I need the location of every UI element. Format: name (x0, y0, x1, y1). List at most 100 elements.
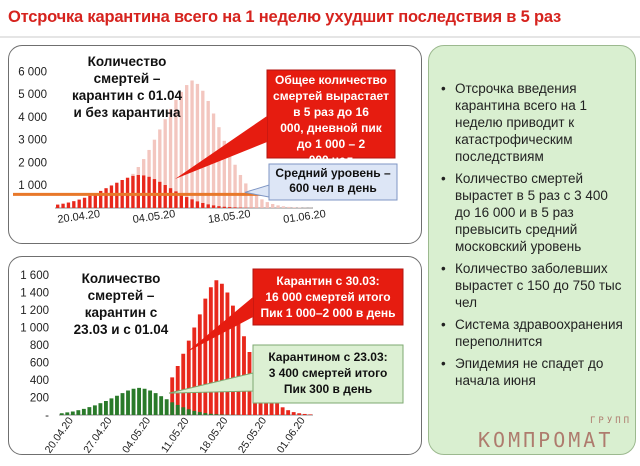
annotation-text-green: Карантином с 23.03: 3 400 смертей итого Пи… (268, 350, 387, 396)
annotation-pointer-blue (244, 184, 270, 198)
bar-quarantine-0104 (174, 191, 178, 208)
bar-quarantine-2303 (175, 404, 180, 415)
bar-quarantine-3003 (236, 320, 241, 415)
y-tick-label: 400 (30, 375, 49, 387)
y-tick-label: 4 000 (18, 112, 47, 124)
bar-quarantine-0104 (233, 207, 237, 208)
bar-no-quarantine (222, 140, 226, 208)
bar-quarantine-2303 (159, 396, 164, 415)
bar-no-quarantine (281, 206, 286, 208)
bar-no-quarantine (163, 119, 167, 208)
bar-quarantine-3003 (231, 305, 235, 415)
legend-text: Количество смертей – карантин с 01.04 и без… (72, 54, 183, 120)
bar-no-quarantine (233, 164, 237, 208)
summary-item: Количество смертей вырастет в 5 раз с 3 … (441, 170, 627, 255)
bar-quarantine-0104 (99, 190, 103, 208)
bar-quarantine-0104 (72, 201, 76, 208)
bar-quarantine-0104 (104, 188, 108, 208)
annotation-text-red: Карантин с 30.03: 16 000 смертей итого Пик… (260, 274, 395, 320)
page-title: Отсрочка карантина всего на 1 неделю уху… (8, 8, 562, 26)
bar-quarantine-2303 (203, 413, 208, 415)
annotation-text-blue: Средний уровень –600 чел в день (275, 166, 391, 195)
bar-no-quarantine (201, 90, 205, 208)
bar-quarantine-2303 (92, 405, 97, 415)
x-tick-label: 25.05.20 (236, 415, 269, 454)
summary-panel: Отсрочка введения карантина всего на 1 н… (428, 45, 636, 455)
bar-quarantine-2303 (170, 402, 175, 415)
bar-quarantine-3003 (208, 287, 213, 415)
annotation-box-blue (268, 163, 398, 201)
y-tick-label: 1 000 (18, 180, 47, 192)
legend-text: Количество смертей – карантин с 23.03 и с 0… (74, 271, 169, 337)
summary-item: Система здравоохранения переполнится (441, 316, 627, 350)
bar-quarantine-3003 (214, 280, 219, 415)
bar-quarantine-0104 (77, 199, 81, 208)
y-tick-label: 5 000 (18, 89, 47, 101)
y-tick-label: - (45, 410, 49, 422)
summary-item: Количество заболевших вырастет с 150 до … (441, 260, 627, 311)
bar-no-quarantine (158, 129, 162, 208)
bar-quarantine-2303 (115, 395, 119, 415)
bar-quarantine-0104 (211, 205, 216, 208)
bar-quarantine-0104 (88, 195, 92, 208)
annotation-pointer-red (175, 116, 267, 179)
bar-quarantine-0104 (163, 185, 167, 208)
bar-quarantine-0104 (206, 204, 210, 208)
bar-quarantine-0104 (185, 197, 189, 208)
bar-quarantine-2303 (164, 399, 169, 415)
deaths-chart-top: 6 000 5 000 4 000 3 000 2 000 1 000 20.04.20 04… (13, 54, 398, 226)
bar-quarantine-2303 (142, 388, 147, 415)
y-tick-label: 1 400 (20, 288, 49, 300)
bar-quarantine-2303 (186, 409, 191, 415)
bar-no-quarantine (195, 83, 200, 208)
bar-quarantine-3003 (302, 413, 307, 415)
bar-quarantine-0104 (190, 199, 194, 208)
bar-no-quarantine (265, 202, 269, 208)
bar-quarantine-2303 (197, 412, 202, 415)
x-tick-label: 01.06.20 (282, 208, 326, 226)
bar-quarantine-0104 (222, 206, 226, 208)
bar-quarantine-3003 (192, 327, 197, 415)
bar-quarantine-3003 (225, 292, 230, 415)
bar-quarantine-3003 (170, 377, 175, 415)
x-tick-label: 11.05.20 (159, 415, 192, 454)
bar-no-quarantine (260, 199, 264, 208)
annotation-text-red: Общее количество смертей вырастает в 5 раз… (273, 73, 389, 167)
y-tick-label: 6 000 (18, 66, 47, 78)
title-divider (0, 36, 640, 38)
bar-quarantine-3003 (280, 407, 285, 415)
bar-quarantine-0104 (228, 207, 232, 208)
bar-no-quarantine (238, 174, 243, 208)
x-tick-label: 01.06.20 (275, 415, 308, 454)
bar-quarantine-3003 (219, 283, 224, 415)
summary-item: Эпидемия не спадет до начала июня (441, 355, 627, 389)
bar-quarantine-3003 (269, 397, 274, 415)
bar-quarantine-3003 (197, 314, 202, 415)
bar-quarantine-3003 (175, 366, 180, 415)
y-tick-label: 1 000 (20, 323, 49, 335)
y-tick-label: 600 (30, 358, 49, 370)
bar-quarantine-0104 (147, 176, 151, 208)
summary-list: Отсрочка введения карантина всего на 1 н… (429, 80, 635, 389)
bar-quarantine-2303 (148, 390, 153, 415)
bar-quarantine-2303 (192, 410, 197, 415)
bar-no-quarantine (174, 99, 178, 208)
chart-panel-bottom: 1 600 1 400 1 200 1 000 800 600 400 200-20.04.2… (8, 256, 422, 455)
bar-no-quarantine (217, 127, 221, 208)
x-tick-label: 27.04.20 (81, 415, 114, 454)
bar-quarantine-3003 (308, 414, 313, 415)
bar-quarantine-2303 (87, 407, 92, 415)
bar-quarantine-3003 (275, 403, 280, 415)
bar-quarantine-2303 (120, 393, 125, 415)
chart-panel-top: 6 000 5 000 4 000 3 000 2 000 1 000 20.04.20 04… (8, 45, 422, 244)
bar-no-quarantine (185, 85, 189, 208)
bar-no-quarantine (249, 190, 253, 208)
bar-quarantine-0104 (201, 202, 205, 208)
bar-quarantine-0104 (61, 203, 65, 208)
bar-quarantine-2303 (104, 401, 108, 415)
bar-no-quarantine (287, 206, 291, 208)
bar-quarantine-3003 (297, 413, 302, 415)
bar-no-quarantine (190, 80, 194, 208)
summary-item: Отсрочка введения карантина всего на 1 н… (441, 80, 627, 165)
